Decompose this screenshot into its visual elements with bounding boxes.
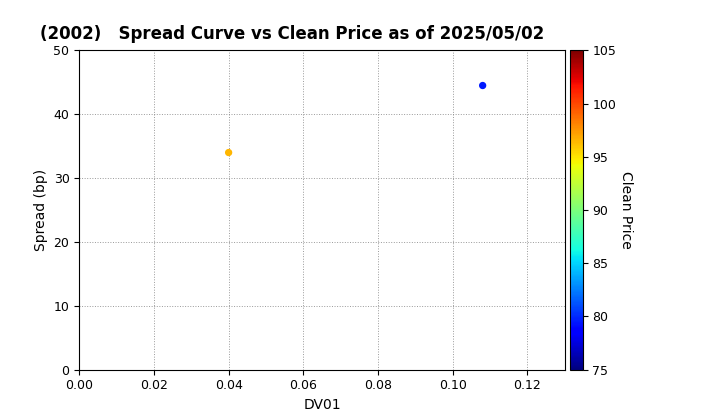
Point: [223, 149, 235, 156]
X-axis label: DV01: DV01: [303, 398, 341, 412]
Y-axis label: Spread (bp): Spread (bp): [34, 169, 48, 251]
Point: [477, 82, 488, 89]
Y-axis label: Clean Price: Clean Price: [619, 171, 633, 249]
Text: (2002)   Spread Curve vs Clean Price as of 2025/05/02: (2002) Spread Curve vs Clean Price as of…: [40, 25, 544, 43]
